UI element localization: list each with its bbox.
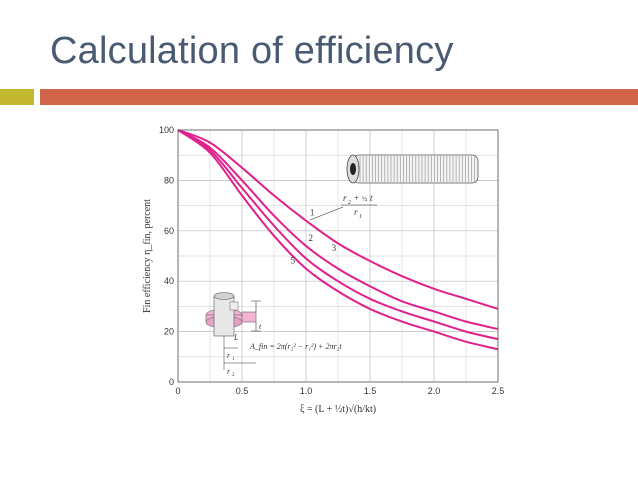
ratio-r2: r bbox=[343, 193, 347, 203]
finned-tube-icon bbox=[346, 154, 479, 184]
y-tick-label: 20 bbox=[164, 327, 174, 337]
area-formula: A_fin = 2π(r₂² − r₁²) + 2πr₂t bbox=[249, 342, 342, 351]
x-tick-label: 2.0 bbox=[428, 386, 441, 396]
ratio-r2-sub: 2 bbox=[348, 200, 351, 206]
y-tick-label: 0 bbox=[169, 377, 174, 387]
curves bbox=[177, 129, 499, 351]
curve-label-3: 3 bbox=[332, 243, 337, 253]
curve-labels: 1 2 3 5 bbox=[291, 208, 337, 266]
x-tick-label: 0.5 bbox=[236, 386, 249, 396]
y-tick-label: 40 bbox=[164, 276, 174, 286]
ratio-annotation: r 2 + ½ t r 1 bbox=[309, 193, 377, 221]
ratio-r1: r bbox=[354, 207, 358, 217]
annular-fin-diagram: t L r 1 r 2 A_fin = 2π(r₂² − r₁²) + 2πr₂… bbox=[205, 292, 342, 378]
r2-label: r bbox=[227, 367, 231, 376]
y-tick-label: 80 bbox=[164, 175, 174, 185]
curve-series-5 bbox=[177, 129, 499, 351]
x-tick-label: 2.5 bbox=[492, 386, 505, 396]
fin-efficiency-chart: 0 0.5 1.0 1.5 2.0 2.5 0 20 40 60 80 100 Fin efficie… bbox=[142, 125, 504, 415]
x-tick-label: 1.5 bbox=[364, 386, 377, 396]
curve-series-3 bbox=[177, 129, 499, 341]
axis-ticks: 0 0.5 1.0 1.5 2.0 2.5 0 20 40 60 80 100 bbox=[159, 125, 504, 396]
ratio-t: t bbox=[370, 193, 373, 203]
r2-label-sub: 2 bbox=[232, 373, 235, 378]
curve-label-1: 1 bbox=[310, 208, 315, 218]
r1-label-sub: 1 bbox=[232, 357, 235, 362]
x-tick-label: 0 bbox=[175, 386, 180, 396]
curve-label-5: 5 bbox=[291, 256, 296, 266]
accent-square bbox=[0, 89, 34, 105]
ratio-plus: + bbox=[354, 193, 359, 203]
x-axis-label: ξ = (L + ½t)√(h/kt) bbox=[300, 404, 376, 415]
y-axis-label: Fin efficiency η_fin, percent bbox=[142, 199, 153, 313]
slide-title: Calculation of efficiency bbox=[50, 30, 454, 72]
curve-label-2: 2 bbox=[309, 233, 314, 243]
y-tick-label: 100 bbox=[159, 125, 174, 135]
y-tick-label: 60 bbox=[164, 226, 174, 236]
fin-thickness-label: t bbox=[259, 322, 262, 331]
x-tick-label: 1.0 bbox=[300, 386, 313, 396]
curve-series-1 bbox=[177, 129, 499, 310]
accent-bar bbox=[40, 89, 638, 105]
plot-frame bbox=[177, 129, 499, 383]
r1-label: r bbox=[227, 351, 231, 360]
fin-length-label: L bbox=[233, 333, 239, 342]
curve-series-2 bbox=[177, 129, 499, 331]
ratio-r1-sub: 1 bbox=[359, 214, 362, 220]
ratio-half: ½ bbox=[362, 195, 367, 203]
